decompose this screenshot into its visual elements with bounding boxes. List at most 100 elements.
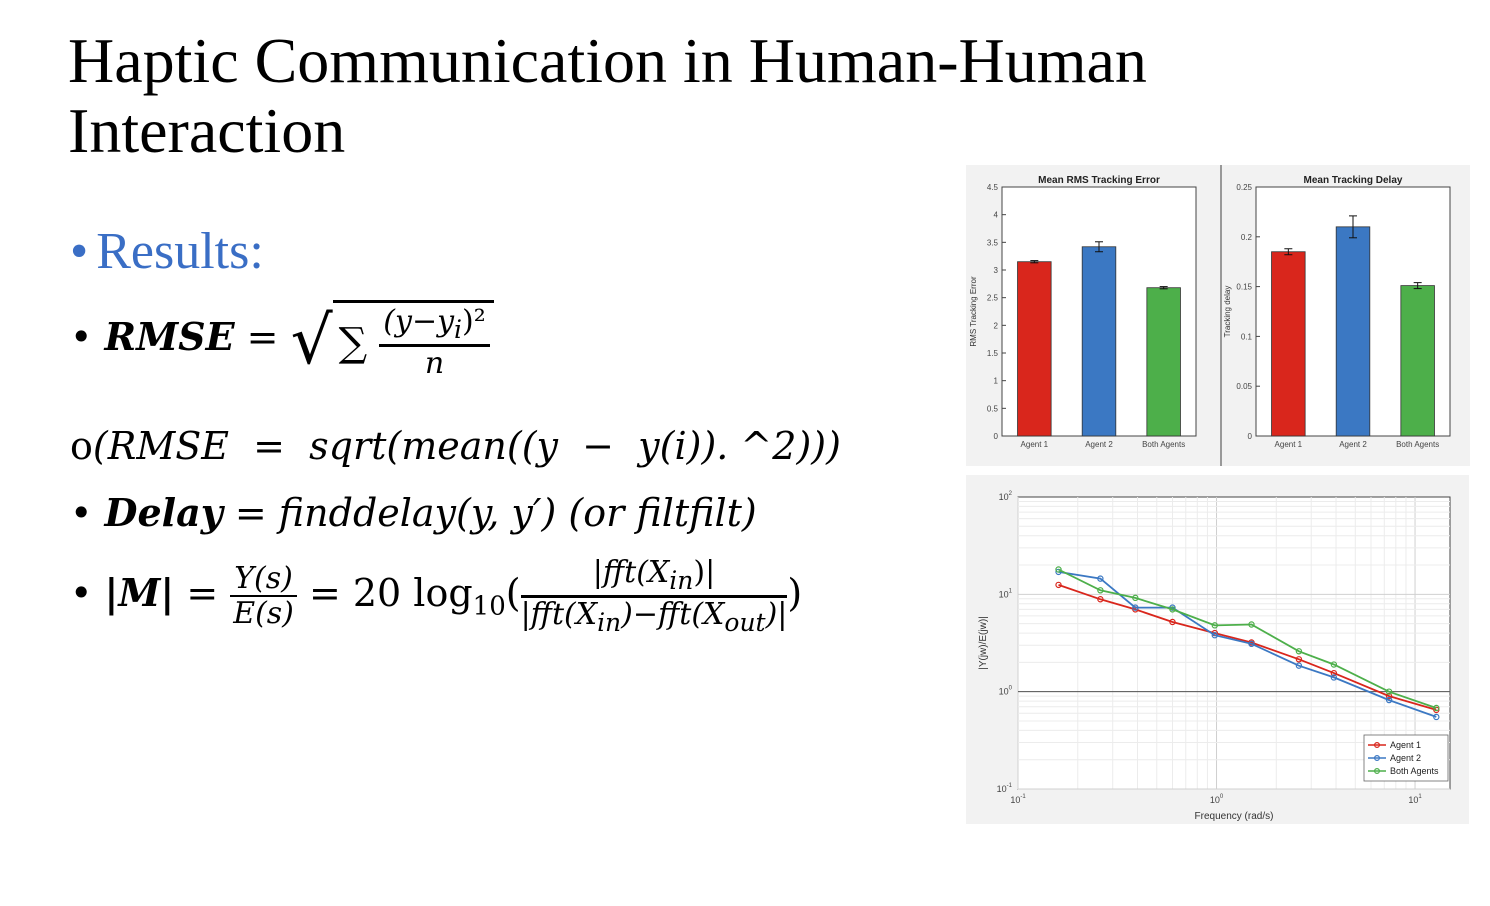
m-frac-num: Y(s) bbox=[234, 560, 293, 596]
data-point bbox=[1248, 640, 1255, 648]
y-tick-label: 4.5 bbox=[987, 183, 999, 192]
data-point bbox=[1097, 587, 1104, 594]
y-axis-label: Tracking delay bbox=[1223, 286, 1232, 338]
data-point bbox=[1330, 669, 1338, 677]
fft-num-sub: in bbox=[669, 566, 694, 595]
rmse-lhs: RMSE bbox=[104, 314, 235, 359]
y-tick-label: 0.05 bbox=[1236, 382, 1252, 391]
bullet-dot: • bbox=[70, 571, 105, 616]
rmse-formula: • RMSE = √ ∑ (y−yi)² n bbox=[70, 300, 494, 381]
series-line-agent-2 bbox=[1058, 571, 1437, 718]
y-tick-label: 2.5 bbox=[987, 294, 999, 303]
x-axis-label: Frequency (rad/s) bbox=[1195, 811, 1274, 822]
y-axis-label: |Y(jw)/E(jw)| bbox=[978, 616, 989, 670]
m-sub: 10 bbox=[472, 591, 506, 622]
rmse-fraction: (y−yi)² n bbox=[379, 304, 490, 381]
delay-formula: • Delay = finddelay(y, y′) (or filtfilt) bbox=[70, 490, 757, 535]
y-tick-label: 1 bbox=[994, 377, 999, 386]
sub-bullet-circle: o bbox=[70, 424, 93, 468]
y-tick-label: 1.5 bbox=[987, 349, 999, 358]
y-tick-label: 0 bbox=[994, 432, 999, 441]
data-point bbox=[1211, 622, 1218, 629]
legend-swatch-marker bbox=[1374, 742, 1381, 749]
data-point bbox=[1385, 696, 1393, 704]
y-tick-label: 0.25 bbox=[1236, 183, 1252, 192]
results-bullet: • Results: bbox=[70, 222, 264, 281]
x-tick-label: Both Agents bbox=[1396, 440, 1439, 449]
m-mid: = 20 log bbox=[308, 571, 473, 616]
magnitude-plot-svg: 10-1 100 101 10-1 100 101 102 Frequency (rad/s)… bbox=[978, 491, 1451, 822]
y-tick-label: 0.1 bbox=[1241, 332, 1253, 341]
fft-den-tail: )| bbox=[765, 596, 788, 632]
fft-den-a: |fft(X bbox=[520, 596, 598, 632]
rmse-den: n bbox=[424, 345, 445, 381]
y-tick-label: 3.5 bbox=[987, 238, 999, 247]
y-tick-label: 102 bbox=[999, 491, 1013, 502]
data-point bbox=[1097, 596, 1104, 603]
fft-num: |fft(X bbox=[592, 555, 670, 590]
rmse-num-sub: i bbox=[454, 315, 463, 344]
bullet-dot: • bbox=[70, 223, 89, 280]
y-tick-label: 10-1 bbox=[997, 783, 1013, 794]
data-point bbox=[1295, 656, 1303, 663]
magnitude-formula: • |M| = Y(s) E(s) = 20 log10( |fft(Xin)|… bbox=[70, 555, 803, 637]
rmse-num: (y−y bbox=[383, 304, 455, 339]
data-point bbox=[1330, 674, 1338, 681]
data-point bbox=[1211, 632, 1218, 639]
ys-es-fraction: Y(s) E(s) bbox=[230, 562, 297, 632]
y-tick-label: 4 bbox=[994, 211, 999, 220]
chart-title: Mean Tracking Delay bbox=[1304, 175, 1403, 186]
series-line-both-agents bbox=[1058, 568, 1437, 709]
bar bbox=[1400, 285, 1435, 437]
bar bbox=[1271, 251, 1306, 437]
delay-lhs: Delay bbox=[104, 490, 223, 535]
series-line-agent-1 bbox=[1058, 584, 1437, 711]
data-point bbox=[1132, 604, 1139, 611]
fft-den-mid: )−fft(X bbox=[621, 596, 725, 632]
legend-swatch-marker bbox=[1374, 755, 1381, 762]
data-point bbox=[1295, 648, 1303, 655]
legend-label: Agent 1 bbox=[1390, 740, 1421, 750]
y-tick-label: 100 bbox=[999, 686, 1013, 697]
data-point bbox=[1385, 688, 1393, 695]
bullet-dot: • bbox=[70, 315, 105, 359]
x-tick-label: Agent 1 bbox=[1021, 440, 1049, 449]
fft-fraction: |fft(Xin)| |fft(Xin)−fft(Xout)| bbox=[520, 555, 788, 637]
rmse-code: (RMSE = sqrt(mean((y − y(i)). ^2))) bbox=[92, 424, 841, 468]
y-tick-label: 2 bbox=[994, 321, 999, 330]
y-tick-label: 0.2 bbox=[1241, 233, 1253, 242]
rmse-num-tail: )² bbox=[462, 304, 486, 339]
y-tick-label: 3 bbox=[994, 266, 999, 275]
y-tick-label: 0 bbox=[1248, 432, 1253, 441]
data-point bbox=[1055, 581, 1062, 589]
data-point bbox=[1055, 566, 1062, 573]
data-point bbox=[1248, 621, 1255, 628]
fft-den-sub2: out bbox=[724, 607, 766, 637]
bar bbox=[1017, 261, 1052, 437]
x-tick-label: Agent 1 bbox=[1275, 440, 1303, 449]
fft-den-sub1: in bbox=[597, 607, 622, 637]
results-label: Results: bbox=[96, 223, 264, 280]
x-tick-label: 100 bbox=[1210, 794, 1224, 805]
data-point bbox=[1295, 662, 1303, 669]
bar bbox=[1146, 287, 1181, 437]
y-axis-label: RMS Tracking Error bbox=[969, 276, 978, 347]
bar bbox=[1335, 226, 1371, 437]
y-tick-label: 0.5 bbox=[987, 404, 999, 413]
data-point bbox=[1055, 568, 1062, 576]
data-point bbox=[1433, 704, 1440, 712]
y-tick-label: 0.15 bbox=[1236, 283, 1252, 292]
m-lhs: |M| bbox=[104, 570, 175, 616]
m-frac-den: E(s) bbox=[233, 595, 294, 631]
x-tick-label: 101 bbox=[1408, 794, 1422, 805]
rmse-code-line: o(RMSE = sqrt(mean((y − y(i)). ^2))) bbox=[70, 424, 841, 468]
slide-title: Haptic Communication in Human-Human Inte… bbox=[68, 25, 1147, 166]
x-tick-label: Agent 2 bbox=[1085, 440, 1113, 449]
chart-title: Mean RMS Tracking Error bbox=[1038, 175, 1160, 186]
legend-label: Agent 2 bbox=[1390, 753, 1421, 763]
data-point bbox=[1132, 594, 1139, 602]
x-tick-label: Both Agents bbox=[1142, 440, 1185, 449]
bar-charts-panel: Mean RMS Tracking Error 0 0.5 1 1.5 2 2.5 3 3.5 4… bbox=[966, 165, 1470, 466]
sqrt-body: ∑ (y−yi)² n bbox=[332, 300, 494, 381]
bullet-dot: • bbox=[70, 491, 105, 535]
